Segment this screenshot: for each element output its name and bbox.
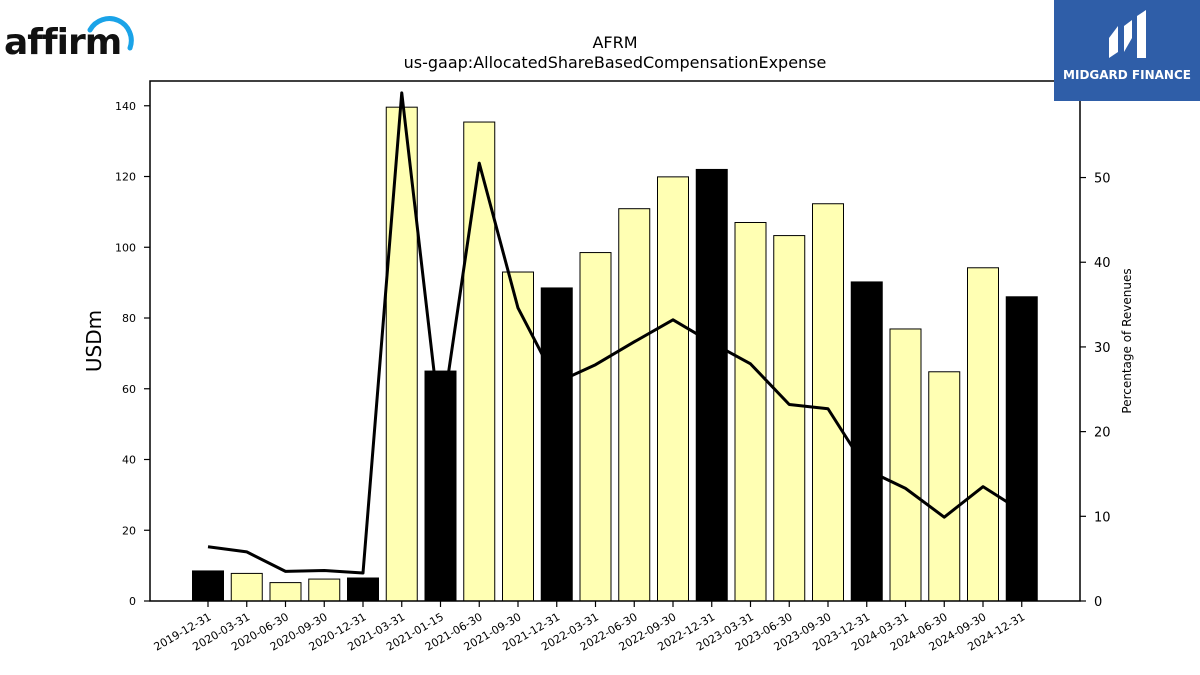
bar-2024-06-30 [928, 371, 961, 602]
bar-2021-06-30 [463, 121, 496, 602]
right-y-axis: 0 10 20 30 40 50 [1080, 172, 1111, 610]
percentage-line [207, 91, 1023, 575]
bar-2019-12-31 [192, 570, 224, 602]
y-tick-label-20: 20 [122, 524, 136, 537]
bar-2023-03-31 [734, 221, 767, 602]
y-tick-label-40: 40 [122, 454, 136, 467]
y-tick-label-60: 60 [122, 383, 136, 396]
bar-2022-06-30 [618, 208, 651, 602]
bar-2024-12-31 [1005, 296, 1038, 602]
chart-title: AFRM [592, 33, 637, 52]
bar-2020-03-31 [230, 572, 263, 602]
y2-tick-label-50: 50 [1094, 172, 1111, 187]
chart-title-group: AFRM us-gaap:AllocatedShareBasedCompensa… [404, 33, 827, 72]
bar-2020-12-31 [347, 577, 379, 602]
y2-axis-label: Percentage of Revenues [1120, 268, 1134, 413]
plot-frame [149, 80, 1081, 602]
midgard-finance-logo: MIDGARD FINANCE [1054, 0, 1200, 101]
bar-2022-09-30 [657, 176, 689, 602]
y-tick-label-120: 120 [115, 171, 136, 184]
bar-2020-09-30 [308, 578, 341, 602]
midgard-emblem-icon [1109, 10, 1146, 58]
bar-2023-09-30 [812, 203, 844, 602]
y2-tick-label-40: 40 [1094, 256, 1111, 271]
y-axis-label: USDm [82, 310, 106, 372]
bar-2023-06-30 [773, 235, 806, 602]
y2-tick-label-10: 10 [1094, 510, 1111, 525]
bar-2024-09-30 [967, 267, 999, 602]
y2-tick-label-30: 30 [1094, 341, 1111, 356]
y-tick-label-100: 100 [115, 241, 136, 254]
y2-tick-label-0: 0 [1094, 595, 1102, 610]
chart-subtitle: us-gaap:AllocatedShareBasedCompensationE… [404, 53, 827, 72]
x-axis: 2019-12-312020-03-312020-06-302020-09-30… [152, 601, 1027, 654]
percentage-line-series [207, 91, 1023, 575]
y-tick-label-0: 0 [129, 595, 136, 608]
bar-2020-06-30 [269, 582, 302, 602]
bar-2021-09-30 [502, 271, 534, 602]
y2-tick-label-20: 20 [1094, 426, 1111, 441]
bar-2022-12-31 [695, 168, 728, 602]
midgard-finance-text: MIDGARD FINANCE [1063, 68, 1191, 82]
y-tick-label-80: 80 [122, 312, 136, 325]
affirm-arc-icon [87, 16, 134, 51]
bar-2021-12-31 [540, 287, 573, 602]
affirm-logo: affirm [4, 4, 136, 63]
bar-2023-12-31 [850, 281, 883, 602]
left-y-axis: 0 20 40 60 80 100 120 140 [115, 100, 150, 608]
bar-2022-03-31 [579, 252, 612, 602]
y-tick-label-140: 140 [115, 100, 136, 113]
bar-2024-03-31 [889, 328, 922, 602]
bar-series [192, 106, 1038, 602]
bar-2021-01-15 [424, 370, 457, 602]
affirm-wordmark: affirm [4, 22, 122, 63]
